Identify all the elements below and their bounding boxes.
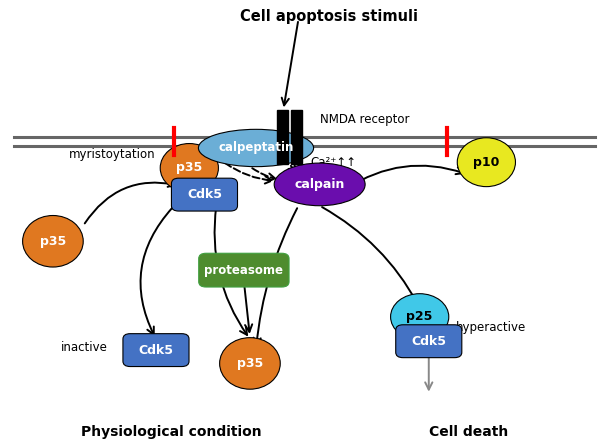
- FancyBboxPatch shape: [396, 325, 462, 358]
- FancyBboxPatch shape: [123, 333, 189, 367]
- Ellipse shape: [220, 337, 280, 389]
- Text: myristoytation: myristoytation: [69, 148, 156, 161]
- Text: calpain: calpain: [295, 178, 345, 191]
- Text: NMDA receptor: NMDA receptor: [320, 113, 409, 126]
- Text: Ca²⁺↑↑: Ca²⁺↑↑: [311, 156, 357, 169]
- Text: inactive: inactive: [61, 342, 107, 354]
- Text: p10: p10: [473, 156, 499, 169]
- Text: Cdk5: Cdk5: [187, 188, 222, 201]
- Text: Physiological condition: Physiological condition: [81, 425, 261, 439]
- Text: Cell apoptosis stimuli: Cell apoptosis stimuli: [240, 9, 418, 25]
- Ellipse shape: [23, 215, 83, 267]
- Text: p25: p25: [406, 310, 433, 323]
- Text: active: active: [192, 202, 228, 215]
- Ellipse shape: [199, 129, 314, 167]
- Text: hyperactive: hyperactive: [456, 321, 526, 334]
- Ellipse shape: [457, 138, 515, 187]
- FancyBboxPatch shape: [199, 253, 289, 287]
- Text: Cdk5: Cdk5: [411, 335, 446, 348]
- Text: Cdk5: Cdk5: [138, 344, 174, 357]
- Ellipse shape: [160, 143, 219, 192]
- Text: calpeptatin: calpeptatin: [218, 142, 294, 155]
- Text: proteasome: proteasome: [205, 264, 283, 277]
- Text: p35: p35: [176, 161, 202, 174]
- Ellipse shape: [390, 294, 449, 340]
- FancyBboxPatch shape: [291, 110, 302, 164]
- Text: Cell death: Cell death: [429, 425, 508, 439]
- FancyBboxPatch shape: [172, 178, 238, 211]
- FancyBboxPatch shape: [277, 110, 288, 164]
- Text: p35: p35: [40, 235, 66, 248]
- Ellipse shape: [274, 163, 365, 206]
- Text: p35: p35: [237, 357, 263, 370]
